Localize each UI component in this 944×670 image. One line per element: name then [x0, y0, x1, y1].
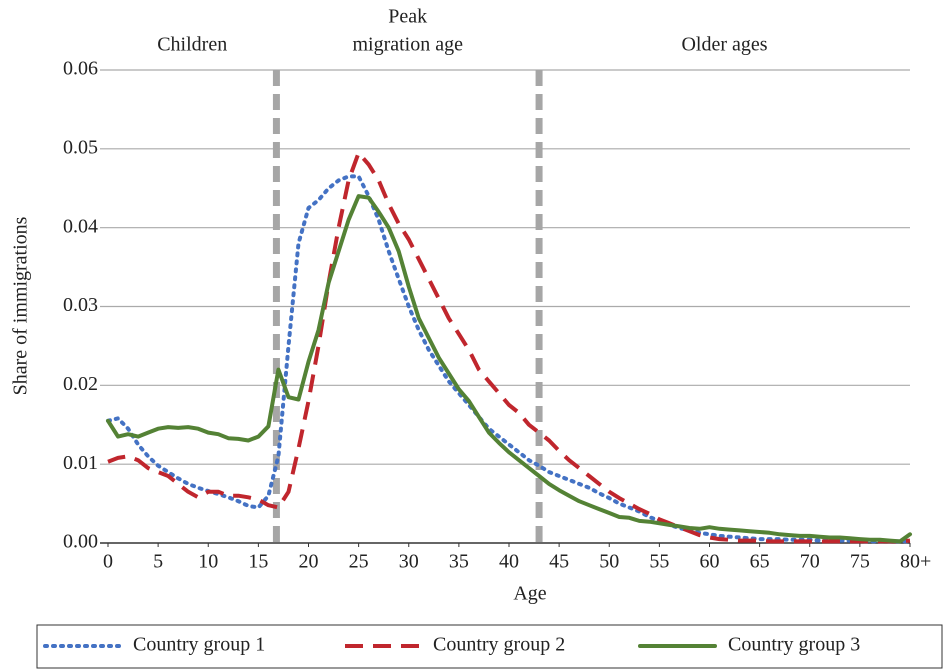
x-tick-label: 60	[700, 551, 720, 573]
x-tick-label: 50	[599, 551, 619, 573]
x-tick-label: 10	[198, 551, 218, 573]
y-axis-label: Share of immigrations	[10, 216, 32, 395]
series-line	[106, 194, 912, 544]
x-tick-label: 70	[800, 551, 820, 573]
x-tick-label: 25	[349, 551, 369, 573]
x-tick-label: 65	[750, 551, 770, 573]
x-axis-label: Age	[513, 583, 546, 605]
region-label: Older ages	[681, 34, 767, 56]
x-tick-label: 20	[299, 551, 319, 573]
x-tick-label: 80+	[900, 551, 931, 573]
legend-label: Country group 2	[433, 634, 565, 656]
y-tick-label: 0.00	[63, 531, 98, 553]
x-tick-label: 75	[850, 551, 870, 573]
x-tick-label: 45	[549, 551, 569, 573]
y-tick-label: 0.05	[63, 136, 98, 158]
x-tick-label: 15	[248, 551, 268, 573]
x-tick-label: 35	[449, 551, 469, 573]
series-line	[106, 174, 912, 544]
y-tick-label: 0.01	[63, 452, 98, 474]
legend-box	[36, 624, 943, 669]
x-tick-label: 30	[399, 551, 419, 573]
x-tick-label: 5	[153, 551, 163, 573]
y-tick-label: 0.02	[63, 373, 98, 395]
region-label: migration age	[352, 34, 463, 56]
legend-label: Country group 3	[728, 634, 860, 656]
x-tick-label: 55	[649, 551, 669, 573]
legend-label: Country group 1	[133, 634, 265, 656]
region-label: Children	[157, 34, 227, 56]
y-tick-label: 0.06	[63, 58, 98, 80]
y-tick-label: 0.04	[63, 215, 98, 237]
x-tick-label: 40	[499, 551, 519, 573]
y-tick-label: 0.03	[63, 294, 98, 316]
series-line	[107, 150, 911, 544]
x-tick-label: 0	[103, 551, 113, 573]
region-label: Peak	[388, 6, 427, 28]
